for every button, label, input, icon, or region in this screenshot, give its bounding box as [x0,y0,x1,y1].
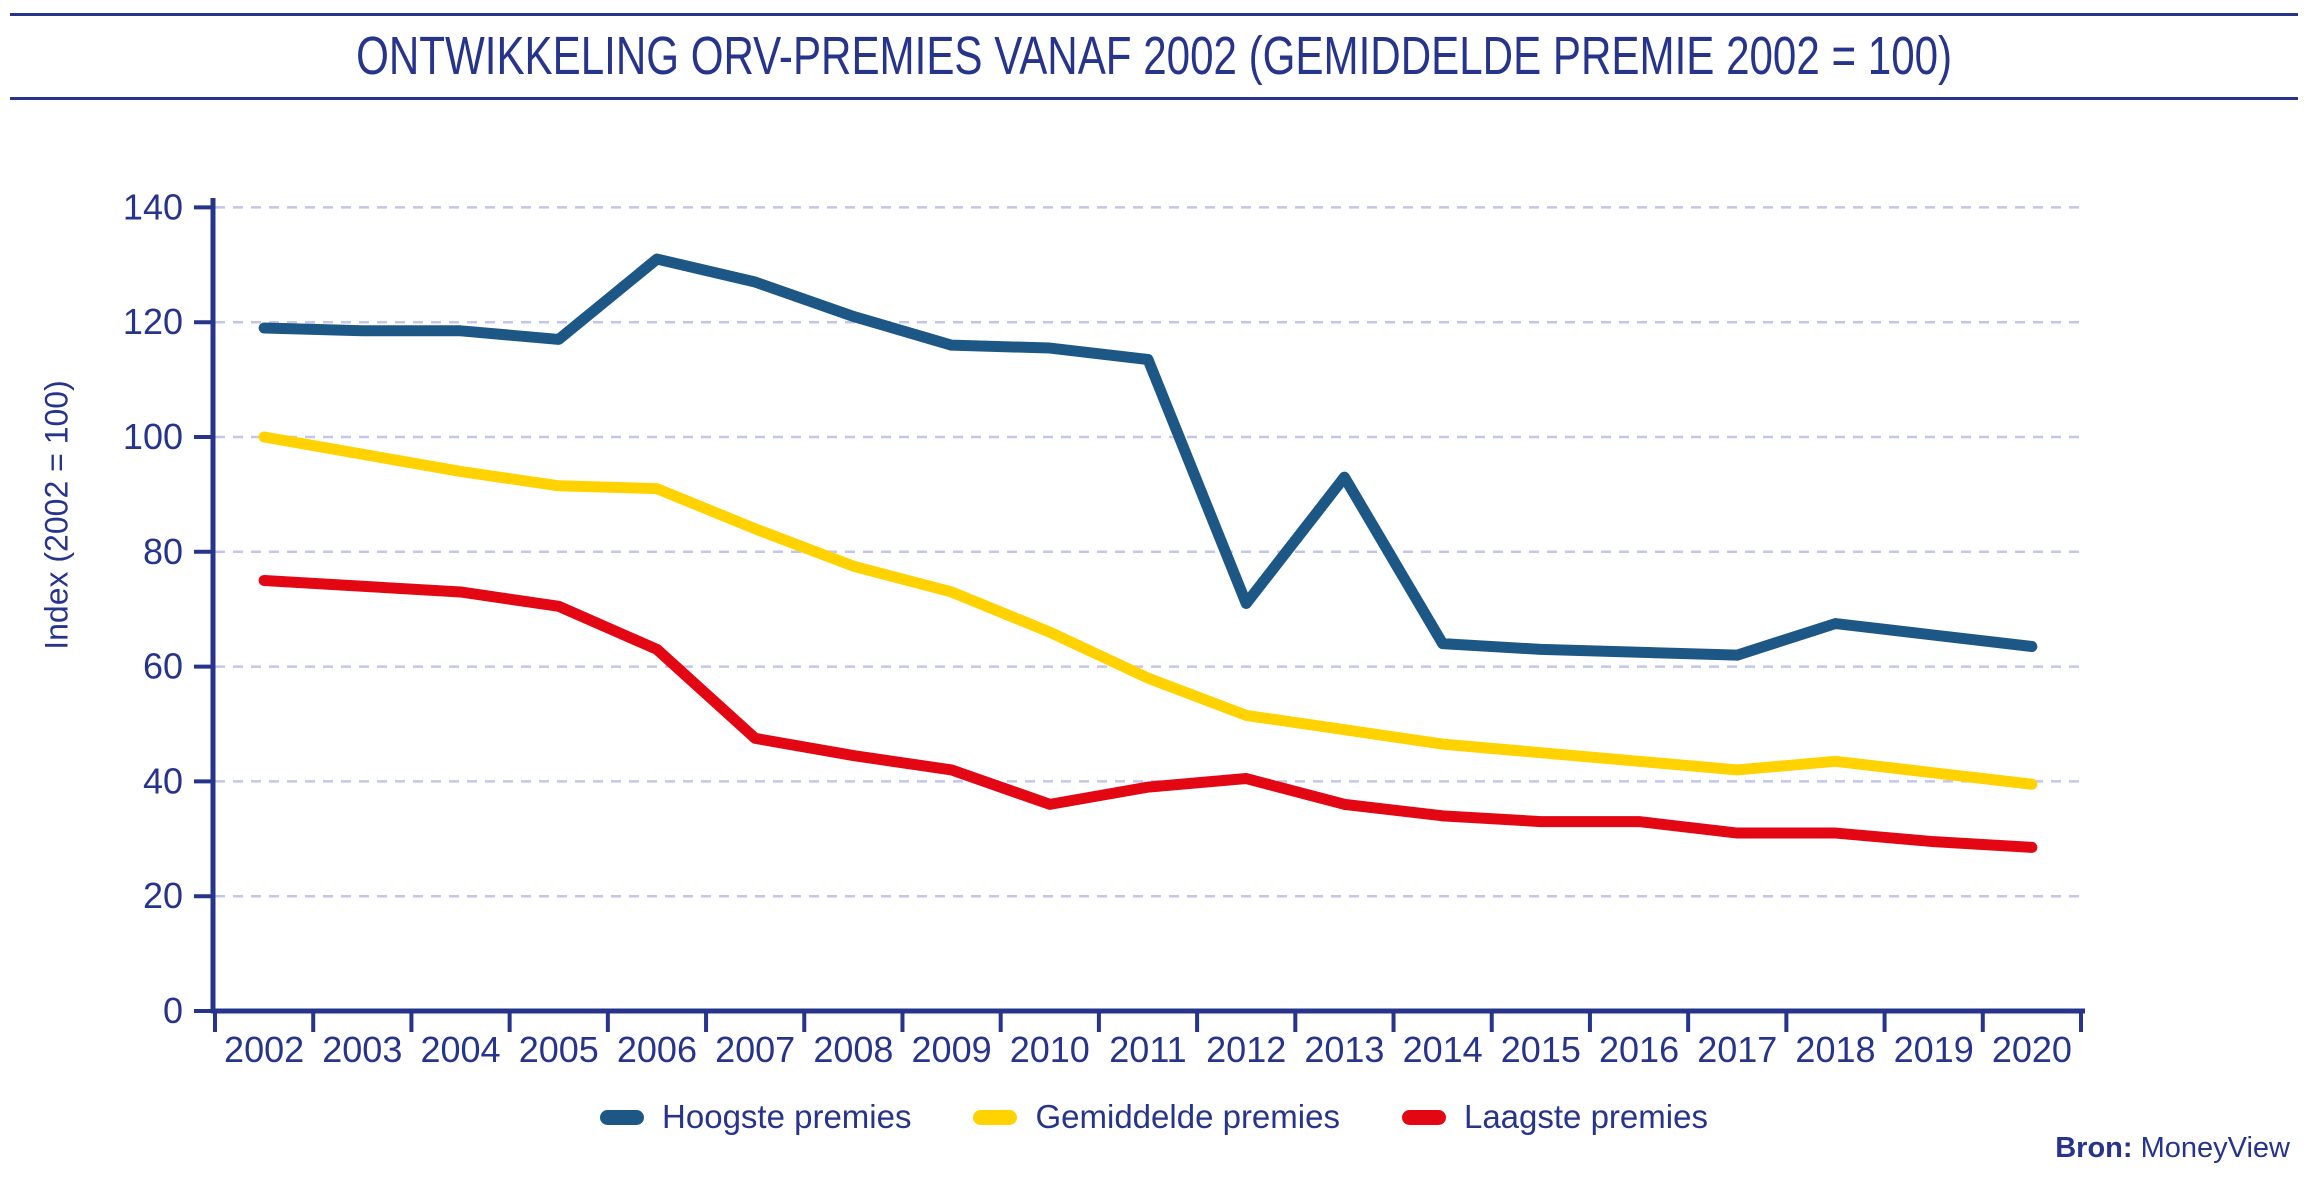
x-axis-tick-label: 2002 [224,1029,304,1070]
x-axis-tick-label: 2008 [813,1029,893,1070]
x-axis-tick-label: 2009 [912,1029,992,1070]
x-axis-tick-label: 2014 [1403,1029,1483,1070]
x-axis-tick-label: 2006 [617,1029,697,1070]
y-axis-tick-label: 60 [143,646,183,687]
y-axis-tick-label: 120 [123,301,183,342]
legend-item-laagste-premies: Laagste premies [1401,1098,1708,1136]
x-axis-tick-label: 2010 [1010,1029,1090,1070]
source-credit: Bron: MoneyView [2055,1132,2290,1165]
x-axis-tick-label: 2013 [1304,1029,1384,1070]
x-axis-tick-label: 2003 [322,1029,402,1070]
x-axis-tick-label: 2018 [1795,1029,1875,1070]
y-axis-tick-label: 140 [123,186,183,227]
x-axis-tick-label: 2019 [1894,1029,1974,1070]
y-axis-tick-label: 100 [123,416,183,457]
x-axis-tick-label: 2015 [1501,1029,1581,1070]
x-axis-tick-label: 2020 [1992,1029,2072,1070]
x-axis-tick-label: 2017 [1697,1029,1777,1070]
source-label: Bron: [2055,1132,2133,1164]
y-axis-tick-label: 20 [143,875,183,916]
legend-label: Hoogste premies [662,1098,912,1135]
source-value: MoneyView [2140,1132,2290,1164]
legend-swatch-red-icon [1401,1109,1446,1125]
x-axis-tick-label: 2011 [1109,1029,1186,1070]
legend-item-hoogste-premies: Hoogste premies [600,1098,911,1136]
chart-legend: Hoogste premies Gemiddelde premies Laags… [0,1098,2308,1136]
legend-item-gemiddelde-premies: Gemiddelde premies [973,1098,1340,1136]
series-line-gemiddelde-premies [258,431,2038,790]
chart-title: ONTWIKKELING ORV-PREMIES VANAF 2002 (GEM… [355,26,1953,86]
y-axis-tick-label: 80 [143,531,183,572]
title-rule-top [10,13,2298,16]
series-line-laagste-premies [258,575,2038,853]
page-title: ONTWIKKELING ORV-PREMIES VANAF 2002 (GEM… [131,25,2177,87]
legend-label: Laagste premies [1463,1098,1708,1135]
y-axis-tick-label: 40 [143,760,183,801]
x-axis-tick-label: 2016 [1599,1029,1679,1070]
legend-swatch-blue-icon [600,1109,645,1125]
legend-swatch-yellow-icon [973,1109,1018,1125]
x-axis-tick-label: 2012 [1206,1029,1286,1070]
legend-label: Gemiddelde premies [1035,1098,1340,1135]
x-axis-tick-label: 2007 [715,1029,795,1070]
title-rule-bottom [10,97,2298,100]
x-axis-tick-label: 2005 [519,1029,599,1070]
y-axis-tick-label: 0 [163,990,183,1031]
x-axis-tick-label: 2004 [420,1029,500,1070]
series-line-hoogste-premies [258,253,2038,661]
